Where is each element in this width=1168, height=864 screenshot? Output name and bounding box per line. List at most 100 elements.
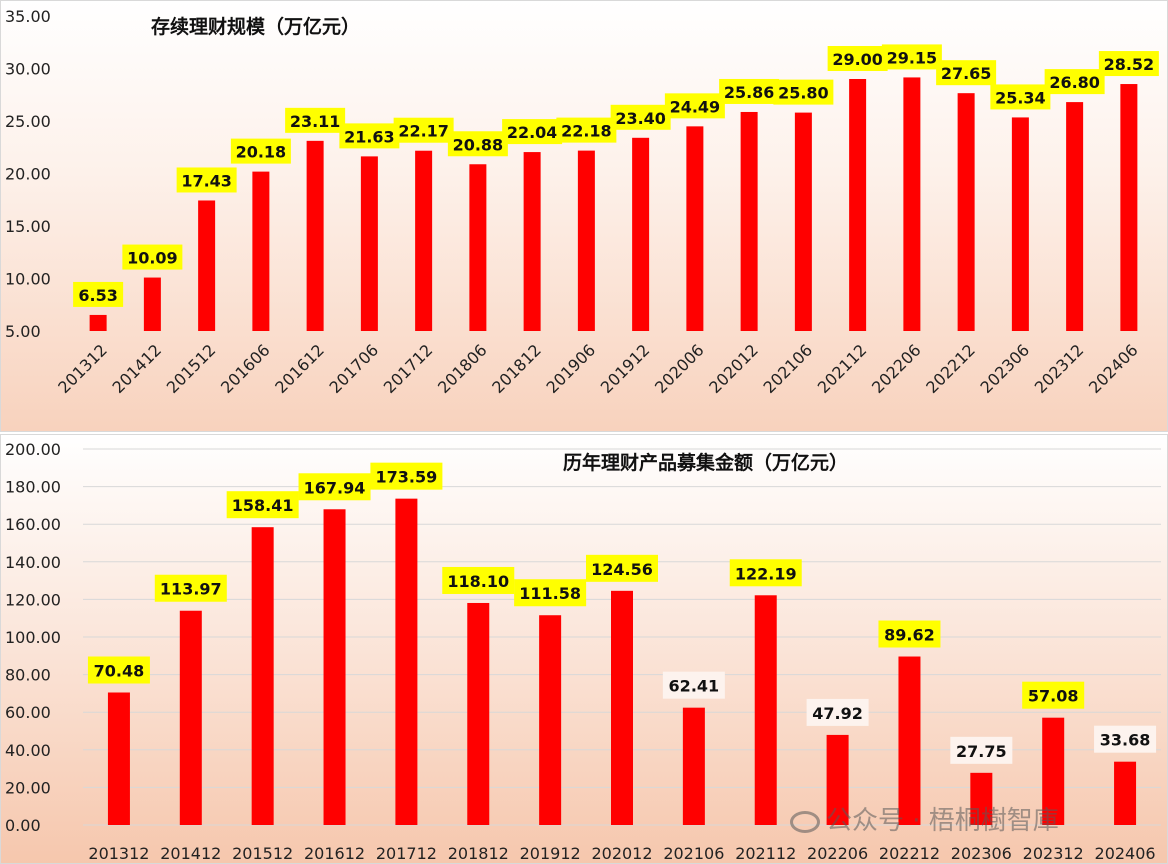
bar <box>740 111 758 331</box>
data-label-bg <box>1098 51 1159 77</box>
data-label: 10.09 <box>127 249 178 268</box>
bar <box>957 93 975 331</box>
data-label: 20.18 <box>236 143 287 162</box>
bar <box>469 164 487 331</box>
x-tick-label: 201812 <box>448 844 509 863</box>
y-tick-label: 30.00 <box>5 60 51 79</box>
bar <box>1066 102 1084 331</box>
chart-title: 历年理财产品募集金额（万亿元） <box>563 451 848 474</box>
wechat-icon <box>790 810 820 833</box>
data-label: 24.49 <box>670 97 721 116</box>
bar <box>632 137 650 331</box>
data-label: 20.88 <box>453 135 504 154</box>
chart-panel-outstanding-scale: 5.00 10.00 15.00 20.00 25.00 30.00 35.00 存续理财规模… <box>0 0 1168 432</box>
x-tick-label: 201412 <box>160 844 221 863</box>
bar <box>179 610 202 825</box>
data-label-bg <box>87 656 150 684</box>
data-label: 6.53 <box>78 286 117 305</box>
bar <box>467 602 490 825</box>
data-label: 22.18 <box>561 122 612 141</box>
data-label: 111.58 <box>519 584 581 603</box>
data-label-bg <box>298 473 371 501</box>
x-tick-label: 201812 <box>488 340 545 397</box>
x-tick-label: 202212 <box>879 844 940 863</box>
y-tick-label: 20.00 <box>5 165 51 184</box>
data-label-bg <box>664 93 725 119</box>
y-tick-label: 35.00 <box>5 7 51 26</box>
x-tick-label: 202206 <box>807 844 868 863</box>
data-label-bg <box>447 131 508 157</box>
bar <box>611 590 633 825</box>
data-label-bg <box>773 79 834 105</box>
x-tick-label: 202012 <box>591 844 652 863</box>
x-tick-label: 202106 <box>760 340 817 397</box>
y-tick-label: 60.00 <box>5 703 51 722</box>
x-tick-label: 201606 <box>217 340 274 397</box>
bar <box>415 150 433 331</box>
y-tick-label: 120.00 <box>5 590 61 609</box>
data-label: 29.15 <box>887 48 938 67</box>
chart-panel-fundraising: 0.00 20.00 40.00 60.00 80.00 100.00 120.00 140.… <box>0 434 1168 864</box>
bar <box>849 79 867 331</box>
x-tick-label: 202312 <box>1023 844 1084 863</box>
data-label-bg <box>936 60 997 86</box>
data-label-bg <box>514 579 587 607</box>
x-tick-label: 201512 <box>163 340 220 397</box>
data-label: 17.43 <box>181 171 232 190</box>
bar <box>251 527 274 825</box>
y-tick-label: 80.00 <box>5 666 51 685</box>
data-label-bg <box>610 104 671 130</box>
data-label: 47.92 <box>812 704 863 723</box>
data-label-bg <box>1022 681 1085 709</box>
x-tick-label: 201512 <box>232 844 293 863</box>
bar <box>143 277 161 331</box>
x-tick-label: 202112 <box>735 844 796 863</box>
data-label: 62.41 <box>669 677 720 696</box>
bar <box>306 140 324 331</box>
watermark-text: 公众号 · 梧桐樹智庫 <box>826 806 1059 836</box>
data-label-bg <box>881 44 942 70</box>
chart-title: 存续理财规模（万亿元） <box>151 15 360 38</box>
chart-outstanding-scale: 5.00 10.00 15.00 20.00 25.00 30.00 35.00 存续理财规模… <box>5 7 1159 397</box>
x-tick-label: 201706 <box>326 340 383 397</box>
bar <box>539 615 562 825</box>
bar <box>898 656 921 825</box>
y-tick-label: 140.00 <box>5 553 61 572</box>
data-label-bg <box>122 244 183 270</box>
x-tick-label: 202212 <box>922 340 979 397</box>
x-tick-label: 201906 <box>543 340 600 397</box>
bar <box>198 200 216 331</box>
data-label: 173.59 <box>376 468 438 487</box>
y-tick-label: 15.00 <box>5 217 51 236</box>
x-tick-label: 202312 <box>1031 340 1088 397</box>
watermark: 公众号 · 梧桐樹智庫 <box>790 800 1059 837</box>
y-tick-label: 40.00 <box>5 741 51 760</box>
data-label-bg <box>990 84 1051 110</box>
data-label: 124.56 <box>591 560 653 579</box>
y-tick-label: 200.00 <box>5 440 61 459</box>
data-label: 25.80 <box>778 84 829 103</box>
bar <box>360 156 378 331</box>
data-label-bg <box>878 620 941 648</box>
data-label-bg <box>827 46 888 71</box>
data-label: 23.40 <box>615 109 666 128</box>
x-tick-label: 201612 <box>304 844 365 863</box>
x-tick-label: 202112 <box>814 340 871 397</box>
data-label: 113.97 <box>160 580 222 599</box>
bar <box>395 498 418 825</box>
x-tick-label: 202006 <box>651 340 708 397</box>
data-label-bg <box>393 117 454 143</box>
x-tick-label: 202406 <box>1085 340 1142 397</box>
y-tick-label: 180.00 <box>5 478 61 497</box>
x-tick-label: 202012 <box>705 340 762 397</box>
y-tick-label: 5.00 <box>5 322 41 341</box>
x-tick-label: 202106 <box>663 844 724 863</box>
bar <box>1011 117 1029 332</box>
data-label: 167.94 <box>304 478 366 497</box>
data-label: 25.86 <box>724 83 775 102</box>
data-label-bg <box>370 462 443 490</box>
y-tick-label: 0.00 <box>5 816 41 835</box>
data-label: 33.68 <box>1100 731 1151 750</box>
x-tick-label: 201712 <box>380 340 437 397</box>
data-label-bg <box>285 107 346 133</box>
